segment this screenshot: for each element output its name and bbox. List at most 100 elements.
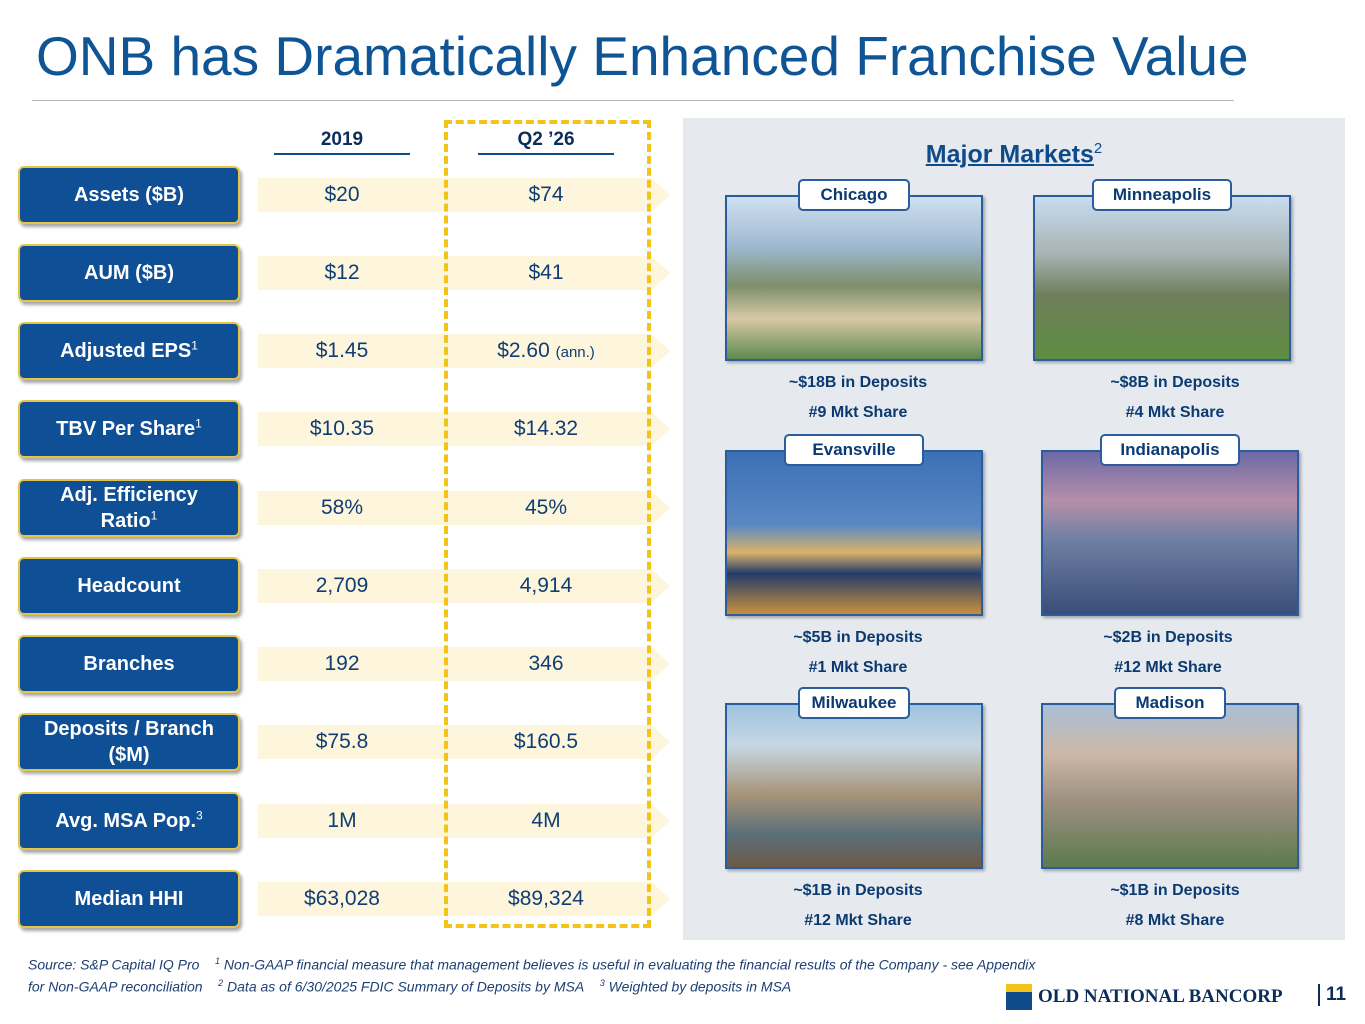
city-tab: Evansville [784,434,924,466]
row-label-text: AUM ($B) [84,262,174,284]
city-photo [1041,703,1299,869]
cell-value: $2.60 (ann.) [446,334,646,370]
market-share: #8 Mkt Share [1125,912,1225,929]
logo-text: OLD NATIONAL BANCORP [1038,986,1283,1007]
row-label: Deposits / Branch ($M) [18,713,240,771]
city-tab: Minneapolis [1092,179,1232,211]
row-label-text: Adj. Efficiency Ratio1 [60,484,198,532]
cell-value: $14.32 [446,412,646,446]
row-label: Adj. Efficiency Ratio1 [18,479,240,537]
market-share: #4 Mkt Share [1125,404,1225,421]
highlight-box [444,120,651,928]
footnote-mark: 1 [215,956,221,966]
cell-value: $1.45 [242,334,442,368]
value-band [258,725,670,759]
value-band [258,647,670,681]
value-text: $41 [528,261,564,284]
deposits: ~$1B in Deposits [1110,882,1240,899]
value-text: 58% [320,496,364,519]
row-label-text: Deposits / Branch ($M) [43,718,215,766]
column-header: 2019 [274,129,410,155]
cell-value: 346 [446,647,646,681]
value-band [258,569,670,603]
row-label-text: Avg. MSA Pop.3 [55,808,203,832]
cell-value: $74 [446,178,646,212]
row-label: Headcount [18,557,240,615]
city-tab: Chicago [798,179,910,211]
row-label-text: Assets ($B) [73,184,185,206]
deposits: ~$1B in Deposits [793,882,923,899]
deposits: ~$8B in Deposits [1110,374,1240,391]
row-label-text: Adjusted EPS1 [60,338,198,362]
footnote-text: Non-GAAP financial measure that manageme… [28,956,1036,995]
market-share: #9 Mkt Share [808,404,908,421]
title-rule [32,100,1234,101]
value-band [258,334,670,368]
value-band [258,256,670,290]
slide-title: ONB has Dramatically Enhanced Franchise … [36,25,1249,87]
row-label: Adjusted EPS1 [18,322,240,380]
value-text: 2,709 [315,574,369,597]
footnote-ref: 3 [196,808,203,823]
city-tab: Indianapolis [1100,434,1240,466]
value-band [258,491,670,525]
footnote-ref: 1 [191,338,198,353]
footnote-mark: 3 [599,977,605,988]
value-band [258,412,670,446]
city-tab: Madison [1114,687,1226,719]
cell-value: 192 [242,647,442,681]
cell-value: 4M [446,804,646,838]
footnote-mark: 2 [218,977,224,988]
value-text: $75.8 [315,730,369,753]
cell-value: $63,028 [242,882,442,916]
cell-value: $12 [242,256,442,290]
row-label-text: Headcount [77,575,181,597]
market-share: #12 Mkt Share [1114,659,1222,676]
page-number: 11 [1318,984,1346,1006]
row-label-text: TBV Per Share1 [56,416,202,440]
city-tab: Milwaukee [798,687,910,719]
cell-value: $160.5 [446,725,646,759]
value-band [258,804,670,838]
city-photo [725,195,983,361]
row-label-text: Median HHI [74,888,184,910]
footnote-text: Weighted by deposits in MSA [608,978,792,995]
cell-value: $41 [446,256,646,290]
logo-mark [1006,984,1032,1010]
column-header: Q2 ’26 [478,129,614,155]
value-text: $1.45 [315,339,369,362]
deposits: ~$5B in Deposits [793,629,923,646]
cell-value: $75.8 [242,725,442,759]
row-label: Median HHI [18,870,240,928]
row-label: AUM ($B) [18,244,240,302]
value-text: 4M [531,809,561,832]
value-text: $63,028 [304,887,380,910]
value-text: $12 [324,261,360,284]
row-label-text: Branches [83,653,175,675]
cell-value: 1M [242,804,442,838]
value-text: $2.60 [497,339,550,362]
city-photo [725,703,983,869]
cell-value: 45% [446,491,646,525]
footnote-ref: 1 [195,416,202,431]
cell-value: $10.35 [242,412,442,446]
market-share: #1 Mkt Share [808,659,908,676]
deposits: ~$18B in Deposits [788,374,928,391]
cell-value: $89,324 [446,882,646,916]
cell-value: 2,709 [242,569,442,603]
value-text: 45% [524,496,568,519]
row-label: Assets ($B) [18,166,240,224]
city-photo [1041,450,1299,616]
value-text: 1M [327,809,357,832]
footnotes: Source: S&P Capital IQ Pro 1 Non-GAAP fi… [28,952,1038,995]
value-text: $20 [324,183,360,206]
value-text: $89,324 [508,887,584,910]
value-text: $74 [528,183,564,206]
source: Source: S&P Capital IQ Pro [28,956,200,973]
logo: OLD NATIONAL BANCORP [1006,984,1283,1010]
value-note: (ann.) [555,344,595,361]
value-text: 4,914 [519,574,573,597]
deposits: ~$2B in Deposits [1103,629,1233,646]
row-label: Avg. MSA Pop.3 [18,792,240,850]
